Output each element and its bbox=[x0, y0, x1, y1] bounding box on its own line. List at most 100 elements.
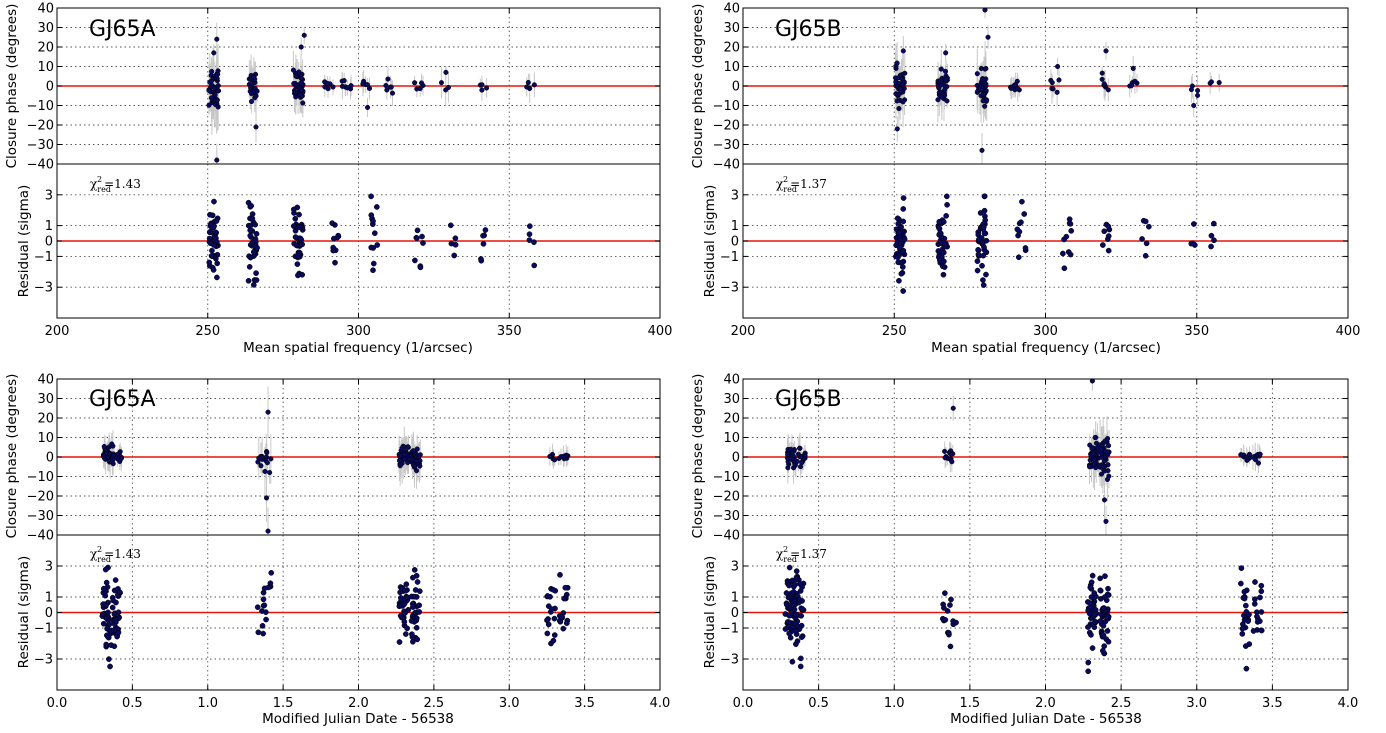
closure-phase-axes: 40 30 20 10 0 −10 −20 −30 −40 bbox=[713, 2, 1349, 173]
residual-point bbox=[1104, 613, 1110, 620]
y-tick-label: 40 bbox=[37, 373, 54, 388]
residual-point bbox=[1258, 609, 1265, 615]
data-point bbox=[215, 104, 221, 110]
residual-point bbox=[103, 632, 110, 639]
residual-point bbox=[249, 239, 256, 246]
residual-point bbox=[940, 601, 946, 608]
residual-point bbox=[981, 244, 987, 250]
residual-point bbox=[1104, 628, 1111, 634]
residual-point bbox=[260, 596, 267, 603]
residual-point bbox=[794, 638, 801, 644]
data-point bbox=[330, 84, 336, 90]
data-point bbox=[264, 454, 270, 460]
x-tick-label: 250 bbox=[195, 324, 220, 339]
residual-point bbox=[112, 577, 119, 583]
data-point bbox=[977, 87, 983, 93]
residual-point bbox=[793, 611, 799, 618]
residual-point bbox=[896, 277, 902, 284]
data-point bbox=[936, 85, 942, 91]
residual-point bbox=[208, 253, 215, 259]
data-point bbox=[396, 457, 402, 464]
data-point bbox=[894, 126, 900, 132]
data-point bbox=[291, 81, 297, 87]
y-tick-label: −1 bbox=[720, 622, 739, 637]
residual-point bbox=[298, 236, 305, 243]
data-point bbox=[942, 455, 948, 461]
x-tick-label: 300 bbox=[1033, 324, 1058, 339]
residual-point bbox=[370, 260, 377, 267]
data-point bbox=[978, 65, 984, 72]
residual-point bbox=[980, 224, 987, 231]
x-tick-label: 4.0 bbox=[650, 696, 671, 711]
data-point bbox=[417, 452, 423, 458]
data-point bbox=[944, 98, 950, 104]
residual-point bbox=[210, 267, 217, 273]
residual-point bbox=[937, 230, 943, 236]
data-point bbox=[264, 460, 270, 466]
data-point bbox=[348, 83, 354, 89]
residual-point bbox=[402, 610, 408, 616]
data-point bbox=[979, 147, 985, 153]
residual-point bbox=[414, 636, 421, 643]
data-point bbox=[1104, 476, 1110, 483]
residual-point bbox=[262, 609, 269, 615]
residual-point bbox=[401, 618, 408, 625]
residual-point bbox=[786, 582, 792, 589]
residual-point bbox=[944, 201, 950, 208]
residual-point bbox=[900, 206, 907, 212]
residual-point bbox=[116, 589, 123, 596]
data-point bbox=[389, 90, 396, 96]
data-point bbox=[324, 80, 330, 86]
y-axis-label-top: Closure phase (degrees) bbox=[690, 4, 706, 169]
residual-point bbox=[295, 253, 302, 260]
x-tick-label: 1.0 bbox=[884, 696, 905, 711]
data-point bbox=[412, 80, 418, 86]
x-tick-label: 0.0 bbox=[47, 696, 68, 711]
residual-point bbox=[526, 231, 533, 238]
y-tick-label: −20 bbox=[27, 490, 54, 505]
y-tick-label: 20 bbox=[37, 412, 54, 427]
residual-point bbox=[796, 596, 803, 603]
residual-point bbox=[1101, 228, 1108, 235]
y-tick-label: 20 bbox=[723, 41, 740, 56]
y-tick-label: −30 bbox=[27, 138, 54, 153]
residual-point bbox=[563, 620, 570, 627]
data-point bbox=[1216, 80, 1222, 86]
residual-point bbox=[374, 242, 381, 248]
y-tick-label: 0 bbox=[731, 235, 739, 250]
residual-point bbox=[789, 658, 796, 665]
residual-point bbox=[979, 262, 985, 269]
residual-point bbox=[115, 609, 122, 616]
residual-point bbox=[936, 218, 943, 225]
residual-point bbox=[560, 625, 567, 632]
residual-point bbox=[419, 233, 425, 240]
y-tick-label: −40 bbox=[27, 529, 54, 544]
data-point bbox=[258, 463, 264, 469]
y-tick-label: 1 bbox=[45, 219, 53, 234]
data-point bbox=[248, 91, 255, 97]
residual-point bbox=[896, 245, 903, 251]
residual-point bbox=[245, 277, 252, 284]
residual-point bbox=[1210, 220, 1217, 227]
data-point bbox=[531, 82, 537, 88]
residual-point bbox=[111, 643, 118, 650]
residual-point bbox=[1238, 580, 1244, 587]
residual-point bbox=[1252, 596, 1258, 603]
residual-point bbox=[898, 270, 905, 277]
residual-point bbox=[410, 574, 416, 581]
data-point bbox=[206, 88, 212, 94]
residual-point bbox=[1102, 573, 1108, 579]
residual-point bbox=[791, 606, 798, 613]
data-point bbox=[402, 451, 408, 457]
residual-point bbox=[1087, 584, 1094, 591]
residual-point bbox=[531, 239, 537, 245]
x-tick-label: 200 bbox=[731, 324, 756, 339]
residual-point bbox=[414, 579, 421, 585]
residual-point bbox=[100, 601, 106, 608]
y-tick-label: −3 bbox=[34, 653, 53, 668]
data-point bbox=[1106, 443, 1112, 449]
residual-point bbox=[947, 643, 954, 650]
data-point bbox=[983, 66, 989, 72]
residual-point bbox=[1254, 613, 1260, 620]
data-point bbox=[1257, 451, 1263, 457]
